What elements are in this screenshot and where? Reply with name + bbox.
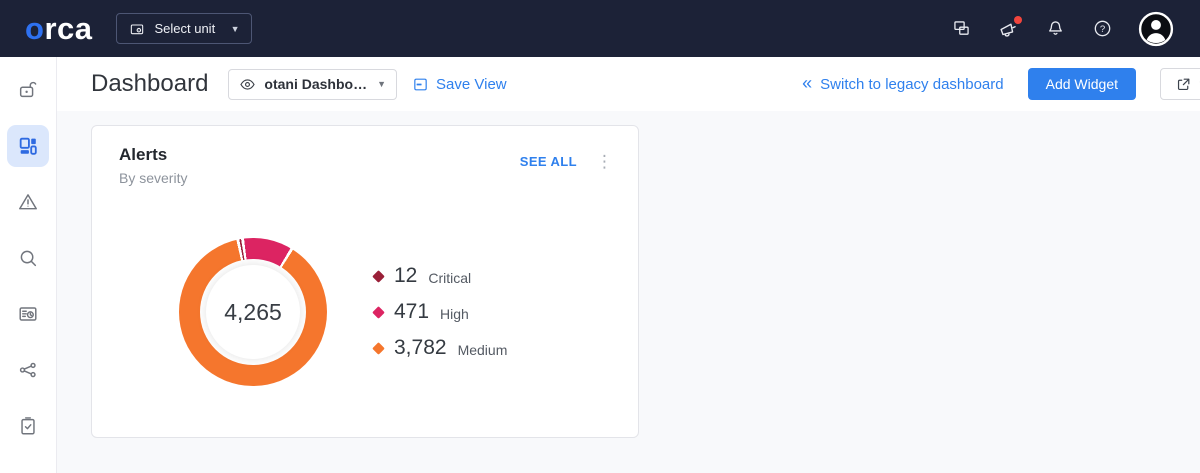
alerts-widget: Alerts By severity SEE ALL ⋮ 4,265 <box>91 125 639 438</box>
critical-diamond-icon <box>372 269 385 283</box>
alerts-widget-actions: SEE ALL ⋮ <box>520 153 616 170</box>
alerts-widget-titles: Alerts By severity <box>119 145 187 186</box>
donut-center: 4,265 <box>206 265 300 359</box>
high-count: 471 <box>394 300 430 323</box>
export-button[interactable]: ▼ <box>1160 68 1200 100</box>
sidebar-item-compliance[interactable] <box>7 405 49 447</box>
sidebar-item-dashboard[interactable] <box>7 125 49 167</box>
widget-subtitle: By severity <box>119 170 188 186</box>
legend-row-medium[interactable]: 3,782 Medium <box>372 336 508 360</box>
alerts-legend: 12 Critical 471 High 3,782 <box>372 264 508 360</box>
chevron-down-icon: ▼ <box>230 23 240 34</box>
dashboard-view-dropdown[interactable]: otani Dashbo… ▼ <box>228 68 398 100</box>
orca-logo[interactable]: orca <box>25 11 93 46</box>
page-header-actions: « Switch to legacy dashboard Add Widget … <box>802 68 1200 100</box>
compliance-icon <box>21 417 35 435</box>
dashboard-icon <box>19 137 37 155</box>
switch-legacy-label: Switch to legacy dashboard <box>820 75 1004 93</box>
medium-diamond-icon <box>372 341 385 355</box>
sidebar-item-network[interactable] <box>7 349 49 391</box>
alerts-widget-body: 4,265 12 Critical 471 <box>119 238 616 386</box>
alerts-donut-chart[interactable]: 4,265 <box>179 238 327 386</box>
inventory-icon <box>19 307 37 321</box>
megaphone-icon[interactable] <box>997 15 1022 40</box>
save-view-label: Save View <box>436 75 507 93</box>
switch-legacy-link[interactable]: « Switch to legacy dashboard <box>802 74 1003 94</box>
alerts-triangle-icon <box>19 194 37 210</box>
page-title: Dashboard <box>91 70 209 97</box>
sidebar-item-unlock[interactable] <box>7 69 49 111</box>
chevron-down-icon: ▼ <box>377 79 387 89</box>
left-sidebar <box>0 57 57 473</box>
see-all-link[interactable]: SEE ALL <box>519 154 577 169</box>
legend-row-critical[interactable]: 12 Critical <box>372 264 507 288</box>
add-widget-button[interactable]: Add Widget <box>1027 68 1136 100</box>
help-icon[interactable]: ? <box>1091 18 1113 40</box>
widget-title: Alerts <box>119 145 168 164</box>
svg-text:?: ? <box>1099 24 1104 35</box>
user-avatar[interactable] <box>1138 11 1174 47</box>
legend-row-high[interactable]: 471 High <box>372 300 507 324</box>
dashboard-view-value: otani Dashbo… <box>264 76 368 92</box>
sidebar-item-search[interactable] <box>7 237 49 279</box>
content-row: Dashboard otani Dashbo… ▼ Save View <box>0 57 1200 473</box>
navbar-actions: ? <box>950 11 1174 47</box>
notification-badge <box>1014 15 1022 24</box>
high-diamond-icon <box>372 305 385 319</box>
select-unit-dropdown[interactable]: Select unit ▼ <box>116 13 253 44</box>
business-unit-icon <box>131 23 144 34</box>
select-unit-label: Select unit <box>154 21 216 36</box>
save-view-button[interactable]: Save View <box>412 76 507 93</box>
main-area: Dashboard otani Dashbo… ▼ Save View <box>57 57 1200 473</box>
eye-icon <box>240 78 256 90</box>
export-icon <box>1177 78 1190 90</box>
top-navbar: orca Select unit ▼ <box>0 0 1200 57</box>
high-label: High <box>440 305 469 322</box>
network-icon <box>19 362 36 378</box>
double-chevron-left-icon: « <box>802 73 813 93</box>
medium-count: 3,782 <box>394 336 447 359</box>
dashboard-canvas: Alerts By severity SEE ALL ⋮ 4,265 <box>57 111 1200 473</box>
save-view-icon <box>414 78 427 90</box>
page-header: Dashboard otani Dashbo… ▼ Save View <box>57 57 1200 111</box>
search-icon <box>20 250 37 267</box>
medium-label: Medium <box>457 341 508 358</box>
sidebar-item-alerts[interactable] <box>7 181 49 223</box>
alerts-widget-header: Alerts By severity SEE ALL ⋮ <box>119 145 616 186</box>
critical-count: 12 <box>394 264 418 287</box>
kebab-menu-icon[interactable]: ⋮ <box>596 152 613 171</box>
unlock-icon <box>19 81 37 98</box>
sidebar-item-inventory[interactable] <box>7 293 49 335</box>
alerts-total: 4,265 <box>224 298 282 325</box>
critical-label: Critical <box>428 269 472 286</box>
flag-icon[interactable] <box>950 18 972 40</box>
bell-icon[interactable] <box>1044 18 1066 40</box>
chevron-down-icon: ▼ <box>1198 79 1200 89</box>
